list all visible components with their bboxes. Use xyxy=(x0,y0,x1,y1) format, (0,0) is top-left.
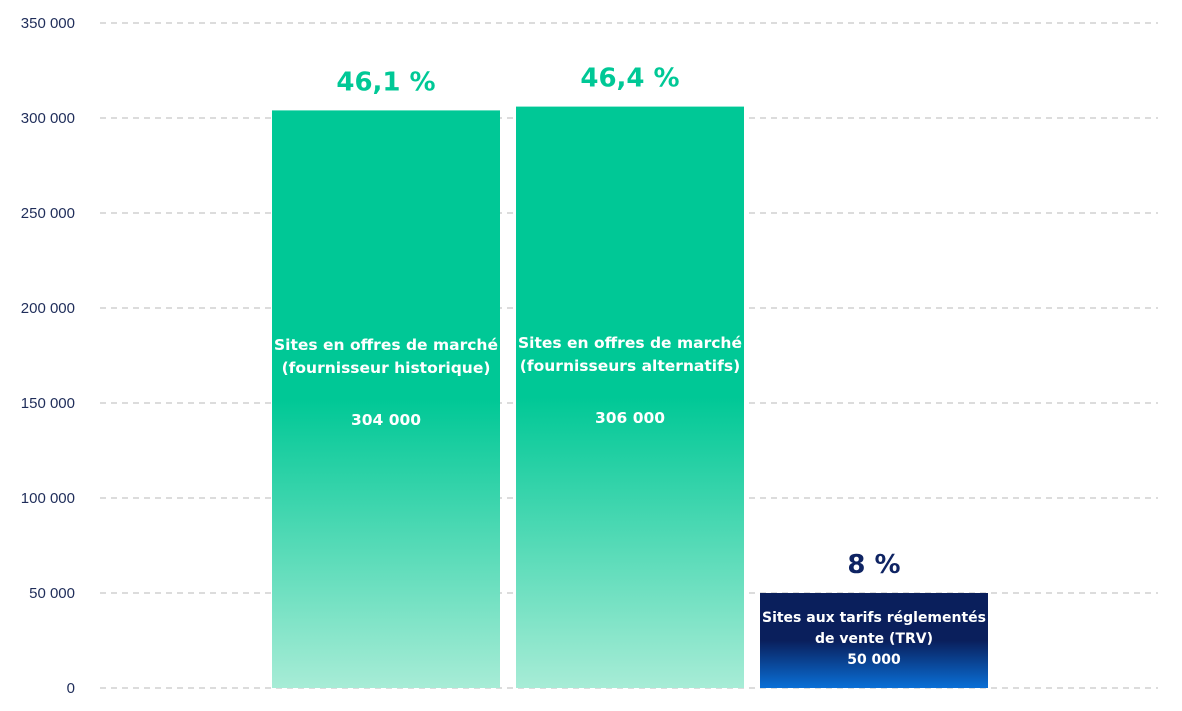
bar-value-label: 50 000 xyxy=(847,652,901,668)
bar-category-label: de vente (TRV) xyxy=(815,631,933,647)
y-tick-label: 200 000 xyxy=(21,300,75,317)
y-axis-ticks: 0 50 000 100 000 150 000 200 000 250 000 300 0… xyxy=(21,15,75,697)
y-tick-label: 0 xyxy=(67,680,75,697)
y-tick-label: 150 000 xyxy=(21,395,75,412)
bar-percent-label: 8 % xyxy=(847,550,900,580)
y-tick-label: 250 000 xyxy=(21,205,75,222)
bar-category-label: (fournisseur historique) xyxy=(282,359,491,377)
y-tick-label: 300 000 xyxy=(21,110,75,127)
bar xyxy=(272,110,500,688)
bar-category-label: (fournisseurs alternatifs) xyxy=(520,357,740,375)
y-tick-label: 350 000 xyxy=(21,15,75,32)
y-tick-label: 50 000 xyxy=(29,585,75,602)
bars xyxy=(272,106,988,689)
bar-percent-label: 46,1 % xyxy=(336,67,435,97)
bar-category-label: Sites aux tarifs réglementés xyxy=(762,610,986,626)
bar-value-label: 304 000 xyxy=(351,411,421,429)
bar xyxy=(516,106,744,689)
bar-category-label: Sites en offres de marché xyxy=(274,336,498,354)
y-tick-label: 100 000 xyxy=(21,490,75,507)
bar-category-label: Sites en offres de marché xyxy=(518,334,742,352)
bar-value-label: 306 000 xyxy=(595,409,665,427)
bar xyxy=(760,593,988,688)
bar-labels: 46,1 % Sites en offres de marché (fourniss… xyxy=(274,64,986,668)
bar-percent-label: 46,4 % xyxy=(580,64,679,94)
